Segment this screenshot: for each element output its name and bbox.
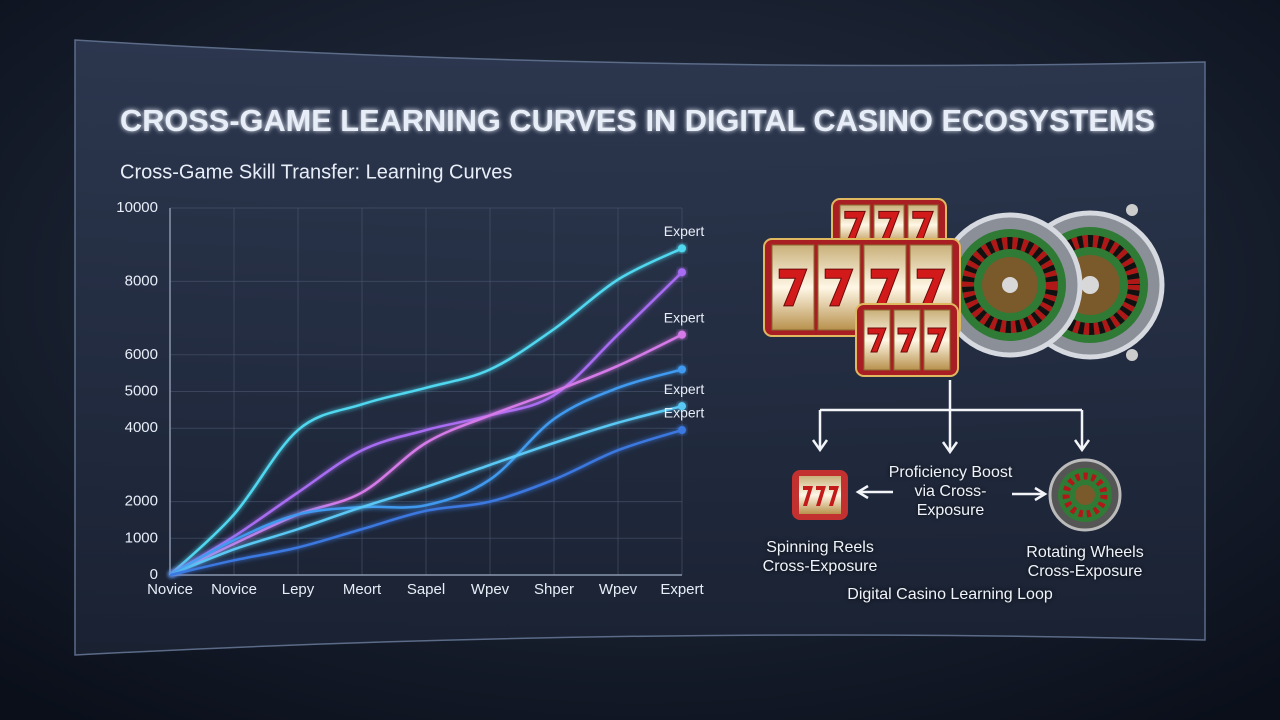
seven-symbol	[778, 268, 808, 307]
seven-symbol	[867, 327, 887, 353]
y-tick-label: 5000	[125, 382, 158, 399]
series-line	[169, 404, 683, 577]
annotation: Expert	[664, 405, 705, 421]
reel-icon	[792, 470, 848, 520]
end-point	[678, 268, 686, 277]
seven-symbol	[927, 327, 947, 353]
series-line	[169, 368, 683, 577]
flow-arrows	[811, 380, 1091, 502]
x-tick-label: Lepy	[282, 581, 315, 598]
annotation: Expert	[664, 223, 705, 239]
wheel-icon	[1048, 458, 1122, 532]
annotation: Expert	[664, 381, 705, 397]
y-tick-label: 0	[150, 566, 158, 583]
end-point	[678, 402, 686, 411]
left-label: Spinning Reels Cross-Exposure	[762, 539, 878, 576]
x-tick-label: Meort	[343, 581, 382, 598]
y-tick-label: 8000	[125, 272, 158, 289]
y-tick-label: 4000	[125, 419, 158, 436]
series-line	[169, 333, 683, 577]
page-title: CROSS-GAME LEARNING CURVES IN DIGITAL CA…	[120, 103, 1155, 138]
chart-title: Cross-Game Skill Transfer: Learning Curv…	[120, 161, 512, 183]
annotation: Expert	[664, 309, 705, 325]
diagram-caption: Digital Casino Learning Loop	[847, 586, 1053, 603]
seven-symbol	[824, 268, 854, 307]
seven-symbol	[897, 327, 917, 353]
x-tick-label: Expert	[660, 581, 704, 598]
x-tick-label: Novice	[211, 581, 257, 598]
end-point	[678, 365, 686, 374]
x-tick-label: Sapel	[407, 581, 445, 598]
x-tick-label: Wpev	[599, 581, 638, 598]
series-line	[169, 271, 683, 577]
y-tick-label: 6000	[125, 346, 158, 363]
end-point	[678, 330, 686, 339]
roulette-wheels	[937, 204, 1165, 361]
end-point	[678, 244, 686, 253]
x-tick-label: Shper	[534, 581, 574, 598]
center-label: Proficiency Boost via Cross-Exposure	[888, 464, 1013, 520]
y-tick-label: 2000	[125, 493, 158, 510]
plot-area: 0 1000 2000 4000 5000 6000 8000 10000 Novice Novi…	[116, 199, 704, 598]
series-line	[169, 428, 683, 577]
x-tick-label: Wpev	[471, 581, 510, 598]
end-point	[678, 426, 686, 435]
slot-reels	[763, 198, 961, 377]
y-tick-label: 1000	[125, 529, 158, 546]
right-label: Rotating Wheels Cross-Exposure	[1026, 544, 1144, 581]
y-tick-label: 10000	[116, 199, 158, 216]
x-tick-label: Novice	[147, 581, 193, 598]
series-line	[169, 247, 683, 576]
